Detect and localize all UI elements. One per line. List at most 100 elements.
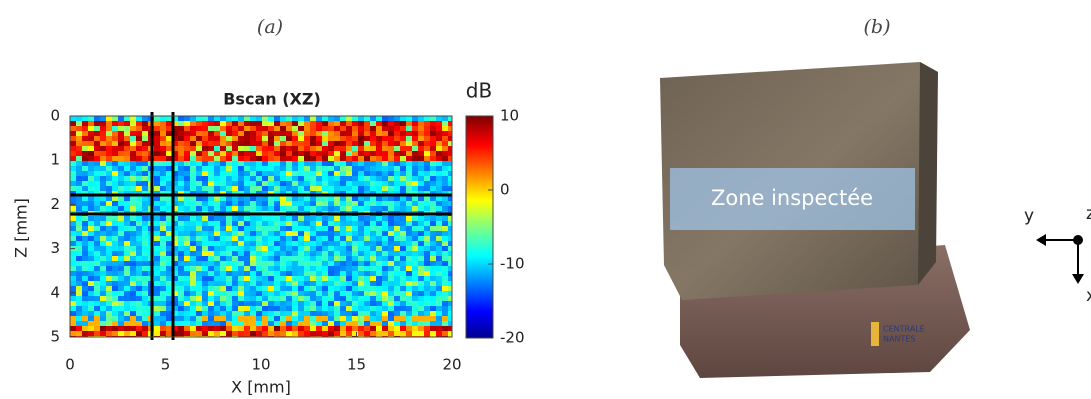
- heatmap-cell: [130, 166, 136, 171]
- heatmap-cell: [292, 196, 298, 201]
- heatmap-cell: [442, 311, 448, 316]
- heatmap-cell: [436, 291, 442, 296]
- heatmap-cell: [142, 181, 148, 186]
- heatmap-cell: [88, 151, 94, 156]
- heatmap-cell: [172, 271, 178, 276]
- heatmap-cell: [226, 136, 232, 141]
- heatmap-cell: [436, 171, 442, 176]
- heatmap-cell: [70, 261, 76, 266]
- heatmap-cell: [262, 176, 268, 181]
- heatmap-cell: [388, 206, 394, 211]
- heatmap-cell: [268, 236, 274, 241]
- heatmap-cell: [118, 316, 124, 321]
- heatmap-cell: [94, 301, 100, 306]
- heatmap-cell: [88, 216, 94, 221]
- heatmap-cell: [76, 131, 82, 136]
- heatmap-cell: [334, 226, 340, 231]
- heatmap-cell: [106, 301, 112, 306]
- heatmap-cell: [94, 221, 100, 226]
- heatmap-cell: [394, 216, 400, 221]
- heatmap-cell: [286, 321, 292, 326]
- heatmap-cell: [244, 161, 250, 166]
- heatmap-cell: [166, 321, 172, 326]
- heatmap-cell: [160, 296, 166, 301]
- heatmap-cell: [118, 141, 124, 146]
- heatmap-cell: [388, 251, 394, 256]
- heatmap-cell: [100, 251, 106, 256]
- heatmap-cell: [184, 126, 190, 131]
- heatmap-cell: [322, 256, 328, 261]
- heatmap-cell: [310, 246, 316, 251]
- heatmap-cell: [172, 306, 178, 311]
- heatmap-cell: [244, 176, 250, 181]
- heatmap-cell: [256, 141, 262, 146]
- heatmap-cell: [424, 251, 430, 256]
- heatmap-cell: [382, 166, 388, 171]
- heatmap-cell: [352, 166, 358, 171]
- heatmap-cell: [418, 171, 424, 176]
- heatmap-cell: [118, 246, 124, 251]
- heatmap-cell: [244, 121, 250, 126]
- heatmap-cell: [154, 121, 160, 126]
- heatmap-cell: [268, 156, 274, 161]
- heatmap-cell: [142, 231, 148, 236]
- heatmap-cell: [106, 166, 112, 171]
- heatmap-cell: [142, 236, 148, 241]
- heatmap-cell: [424, 206, 430, 211]
- heatmap-cell: [214, 131, 220, 136]
- heatmap-cell: [94, 131, 100, 136]
- heatmap-cell: [358, 126, 364, 131]
- heatmap-cell: [154, 321, 160, 326]
- heatmap-cell: [196, 251, 202, 256]
- heatmap-cell: [112, 121, 118, 126]
- heatmap-cell: [82, 196, 88, 201]
- heatmap-cell: [124, 326, 130, 331]
- heatmap-cell: [94, 196, 100, 201]
- heatmap-cell: [328, 276, 334, 281]
- heatmap-cell: [316, 326, 322, 331]
- heatmap-cell: [382, 226, 388, 231]
- heatmap-cell: [250, 126, 256, 131]
- heatmap-cell: [172, 216, 178, 221]
- heatmap-cell: [370, 226, 376, 231]
- heatmap-cell: [286, 181, 292, 186]
- heatmap-cell: [274, 311, 280, 316]
- heatmap-cell: [286, 121, 292, 126]
- heatmap-cell: [154, 326, 160, 331]
- heatmap-cell: [154, 161, 160, 166]
- heatmap-cell: [124, 141, 130, 146]
- heatmap-cell: [244, 296, 250, 301]
- heatmap-cell: [436, 251, 442, 256]
- heatmap-cell: [208, 291, 214, 296]
- heatmap-cell: [226, 311, 232, 316]
- heatmap-cell: [202, 221, 208, 226]
- heatmap-cell: [220, 251, 226, 256]
- heatmap-cell: [394, 316, 400, 321]
- heatmap-cell: [238, 146, 244, 151]
- heatmap-cell: [214, 126, 220, 131]
- heatmap-cell: [346, 306, 352, 311]
- heatmap-cell: [358, 196, 364, 201]
- heatmap-cell: [298, 251, 304, 256]
- heatmap-cell: [274, 221, 280, 226]
- heatmap-cell: [358, 241, 364, 246]
- heatmap-cell: [190, 261, 196, 266]
- heatmap-cell: [394, 136, 400, 141]
- heatmap-cell: [184, 236, 190, 241]
- heatmap-cell: [118, 226, 124, 231]
- heatmap-cell: [298, 201, 304, 206]
- heatmap-cell: [130, 246, 136, 251]
- heatmap-cell: [256, 316, 262, 321]
- heatmap-cell: [238, 141, 244, 146]
- heatmap-cell: [226, 126, 232, 131]
- heatmap-cell: [424, 141, 430, 146]
- heatmap-cell: [436, 236, 442, 241]
- heatmap-cell: [376, 141, 382, 146]
- heatmap-cell: [388, 171, 394, 176]
- heatmap-cell: [412, 171, 418, 176]
- heatmap-cell: [112, 226, 118, 231]
- heatmap-cell: [328, 251, 334, 256]
- heatmap-cell: [208, 126, 214, 131]
- heatmap-cell: [136, 126, 142, 131]
- z-tick-label: 2: [50, 195, 60, 213]
